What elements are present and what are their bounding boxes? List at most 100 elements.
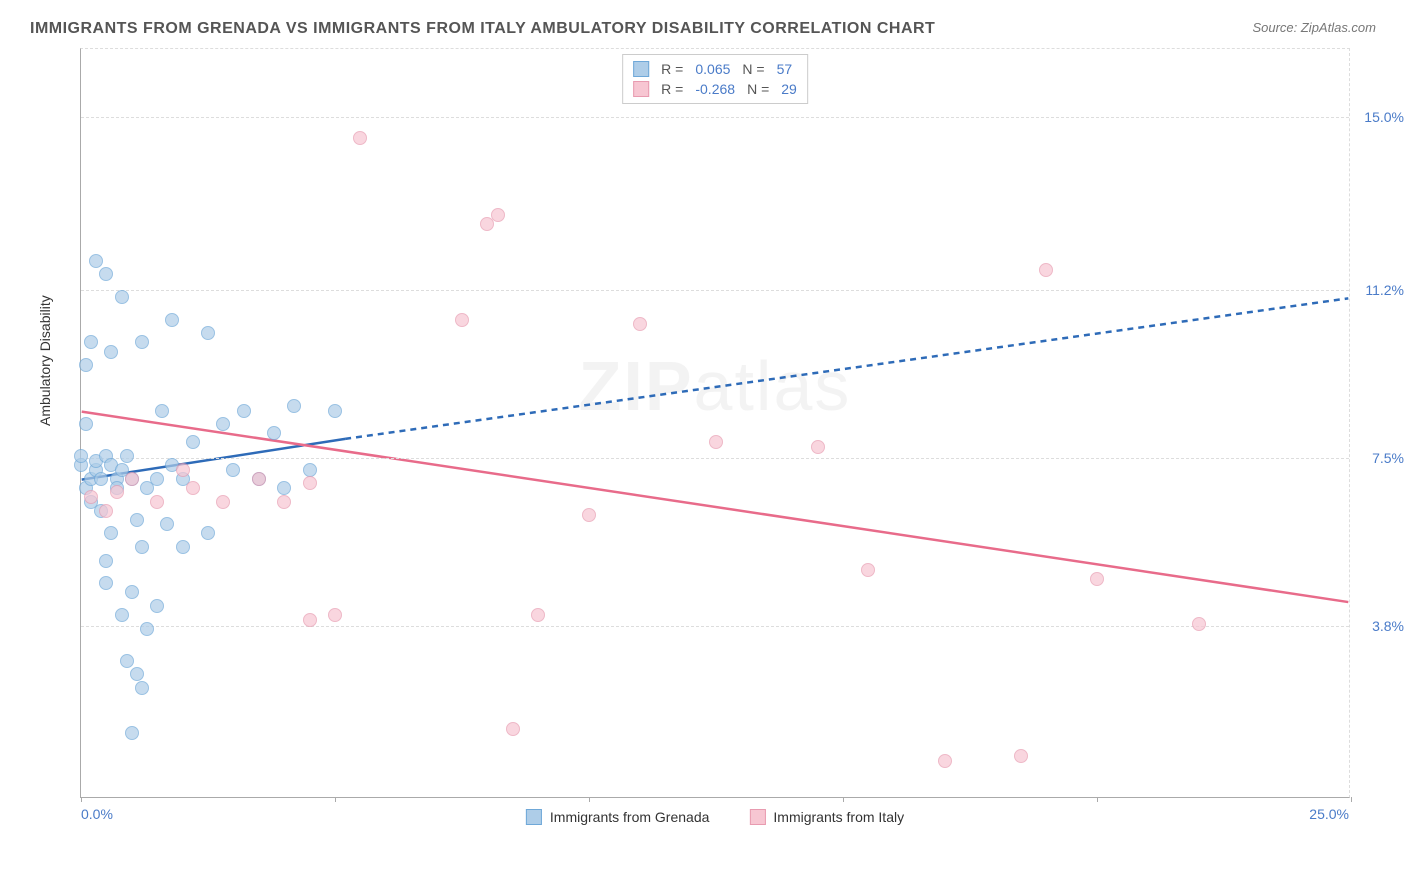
source-label: Source: (1252, 20, 1300, 35)
legend-row-italy: R = -0.268 N = 29 (633, 79, 797, 99)
legend-item-italy: Immigrants from Italy (749, 809, 904, 825)
data-point (115, 290, 129, 304)
data-point (252, 472, 266, 486)
legend-item-grenada: Immigrants from Grenada (526, 809, 710, 825)
data-point (140, 622, 154, 636)
trend-lines-layer (81, 49, 1349, 797)
r-value-grenada: 0.065 (695, 61, 730, 77)
swatch-grenada (633, 61, 649, 77)
y-tick-label: 15.0% (1364, 109, 1404, 125)
chart-title: IMMIGRANTS FROM GRENADA VS IMMIGRANTS FR… (30, 20, 1376, 38)
data-point (165, 313, 179, 327)
data-point (150, 472, 164, 486)
x-tick-mark (81, 797, 82, 802)
data-point (176, 540, 190, 554)
swatch-italy (633, 81, 649, 97)
gridline (81, 290, 1349, 291)
data-point (811, 440, 825, 454)
data-point (1090, 572, 1104, 586)
data-point (125, 726, 139, 740)
n-label: N = (747, 81, 769, 97)
legend-row-grenada: R = 0.065 N = 57 (633, 59, 797, 79)
data-point (1192, 617, 1206, 631)
data-point (160, 517, 174, 531)
n-value-grenada: 57 (777, 61, 793, 77)
data-point (135, 335, 149, 349)
trend-line-dashed (345, 298, 1348, 439)
data-point (115, 608, 129, 622)
x-tick-mark (589, 797, 590, 802)
data-point (94, 472, 108, 486)
n-value-italy: 29 (781, 81, 797, 97)
data-point (99, 554, 113, 568)
data-point (155, 404, 169, 418)
data-point (150, 599, 164, 613)
data-point (709, 435, 723, 449)
data-point (506, 722, 520, 736)
y-tick-label: 3.8% (1372, 618, 1404, 634)
plot-region: ZIPatlas R = 0.065 N = 57 R = -0.268 N =… (80, 48, 1350, 798)
data-point (303, 613, 317, 627)
data-point (84, 335, 98, 349)
n-label: N = (742, 61, 764, 77)
data-point (84, 490, 98, 504)
y-tick-label: 7.5% (1372, 450, 1404, 466)
swatch-grenada (526, 809, 542, 825)
data-point (303, 476, 317, 490)
source-name: ZipAtlas.com (1301, 20, 1376, 35)
r-label: R = (661, 81, 683, 97)
data-point (938, 754, 952, 768)
data-point (267, 426, 281, 440)
legend-label-grenada: Immigrants from Grenada (550, 809, 710, 825)
data-point (186, 481, 200, 495)
watermark: ZIPatlas (579, 346, 852, 426)
data-point (216, 417, 230, 431)
data-point (99, 504, 113, 518)
data-point (89, 254, 103, 268)
data-point (79, 417, 93, 431)
x-tick-min: 0.0% (81, 806, 113, 822)
data-point (277, 481, 291, 495)
data-point (277, 495, 291, 509)
data-point (201, 326, 215, 340)
data-point (110, 485, 124, 499)
r-value-italy: -0.268 (695, 81, 735, 97)
data-point (328, 404, 342, 418)
data-point (861, 563, 875, 577)
gridline (81, 626, 1349, 627)
data-point (1014, 749, 1028, 763)
x-tick-max: 25.0% (1309, 806, 1349, 822)
swatch-italy (749, 809, 765, 825)
x-tick-mark (1351, 797, 1352, 802)
x-tick-mark (1097, 797, 1098, 802)
data-point (353, 131, 367, 145)
data-point (99, 576, 113, 590)
data-point (79, 358, 93, 372)
data-point (104, 345, 118, 359)
data-point (135, 540, 149, 554)
y-axis-label: Ambulatory Disability (37, 295, 53, 426)
watermark-main: ZIP (579, 347, 694, 425)
data-point (135, 681, 149, 695)
series-legend: Immigrants from Grenada Immigrants from … (526, 809, 904, 825)
data-point (120, 449, 134, 463)
data-point (1039, 263, 1053, 277)
correlation-legend: R = 0.065 N = 57 R = -0.268 N = 29 (622, 54, 808, 104)
x-tick-mark (843, 797, 844, 802)
chart-area: Ambulatory Disability ZIPatlas R = 0.065… (60, 48, 1380, 828)
data-point (216, 495, 230, 509)
data-point (99, 267, 113, 281)
data-point (491, 208, 505, 222)
data-point (328, 608, 342, 622)
data-point (130, 667, 144, 681)
gridline (81, 117, 1349, 118)
data-point (125, 585, 139, 599)
r-label: R = (661, 61, 683, 77)
data-point (633, 317, 647, 331)
data-point (201, 526, 215, 540)
gridline (81, 458, 1349, 459)
data-point (125, 472, 139, 486)
watermark-sub: atlas (694, 347, 852, 425)
data-point (150, 495, 164, 509)
data-point (582, 508, 596, 522)
